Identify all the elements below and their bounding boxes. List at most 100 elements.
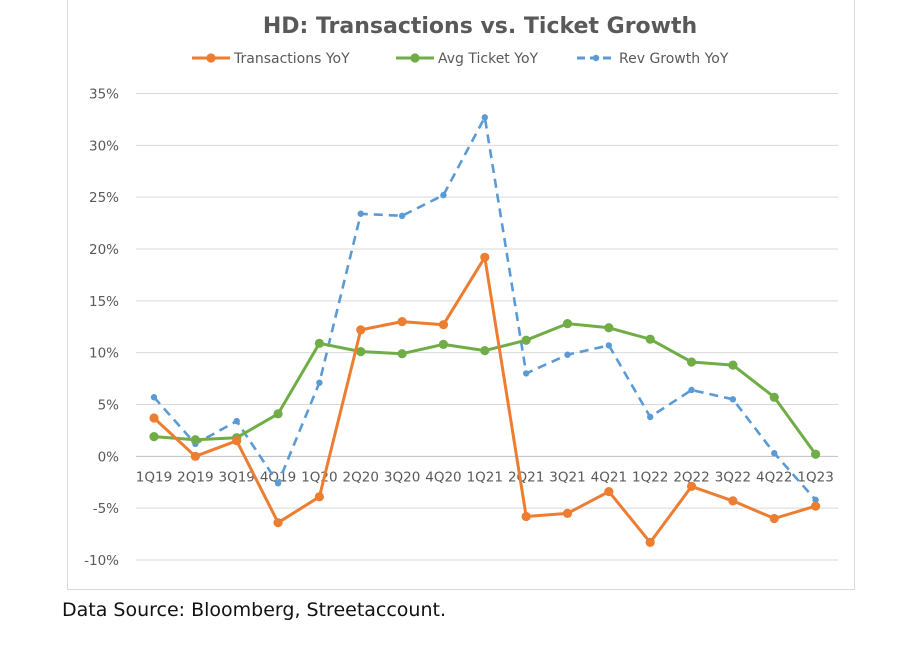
x-tick-label: 2Q21 [508,469,544,485]
x-tick-label: 2Q20 [343,469,379,485]
y-tick-label: 25% [89,190,119,206]
legend-item: Transactions YoY [192,51,350,67]
x-tick-label: 1Q21 [467,469,503,485]
x-tick-label: 1Q19 [136,469,172,485]
legend-label: Transactions YoY [233,51,350,67]
data-point [356,347,366,357]
series-avg-ticket-yoy [149,319,821,459]
data-point [190,435,200,445]
data-point [480,345,490,356]
data-point [397,316,407,327]
y-tick-label: 0% [98,449,120,465]
x-tick-label: 2Q19 [177,469,213,485]
legend: Transactions YoY Avg Ticket YoY Rev Growth… [192,51,729,67]
x-tick-label: 3Q20 [384,469,420,485]
x-tick-label: 3Q21 [549,469,585,485]
y-axis: 35% 30% 25% 20% 15% 10% 5% 0% -5% -10% [84,87,119,570]
series [149,114,821,547]
data-point [688,386,695,394]
y-tick-label: 10% [89,346,119,362]
data-point [149,432,159,442]
data-point [686,357,697,367]
series-line [153,322,817,456]
data-point [274,480,282,487]
data-point [769,513,779,524]
series-line [153,116,817,501]
data-point [232,436,242,446]
legend-item: Rev Growth YoY [577,51,729,67]
x-tick-label: 3Q22 [715,469,751,485]
data-point [686,481,697,491]
y-tick-label: -10% [84,553,119,569]
series-transactions-yoy [149,252,821,547]
data-point [645,334,655,344]
x-tick-label: 1Q20 [301,469,337,485]
series-line [152,255,817,544]
data-point [521,511,531,522]
data-point [273,409,283,419]
data-point [728,496,738,506]
x-tick-label: 1Q23 [797,469,833,485]
data-point [316,379,323,386]
data-point [438,339,449,349]
data-point [438,320,449,330]
legend-label: Avg Ticket YoY [438,51,539,67]
data-point [729,396,737,403]
series-rev-growth-yoy [150,114,819,504]
data-point [314,492,324,502]
data-point [769,392,779,402]
y-tick-label: -5% [93,501,119,517]
data-point [605,342,613,349]
data-point [521,335,531,345]
x-axis: 1Q19 2Q19 3Q19 4Q19 1Q20 2Q20 3Q20 4Q20 1Q21 2Q21… [136,469,834,485]
data-point [812,496,819,504]
data-point [150,394,158,401]
chart-frame: HD: Transactions vs. Ticket Growth Trans… [67,0,855,590]
y-tick-label: 30% [89,138,119,154]
y-tick-label: 35% [89,87,119,103]
data-point [771,450,778,457]
data-point [811,449,821,459]
data-point [273,518,283,528]
data-point [728,360,738,370]
x-tick-label: 4Q19 [260,469,296,485]
data-point [562,508,573,518]
data-point [149,413,159,423]
y-tick-label: 5% [98,398,120,414]
data-point [645,537,655,547]
chart-svg: HD: Transactions vs. Ticket Growth Trans… [84,14,838,570]
data-point [647,413,654,421]
data-point [811,501,821,511]
data-point [357,210,364,217]
x-tick-label: 1Q22 [632,469,668,485]
legend-marker [206,53,216,63]
x-tick-label: 4Q20 [425,469,461,485]
data-point [398,212,406,220]
data-point [562,319,573,329]
data-point [397,349,407,359]
legend-item: Avg Ticket YoY [396,51,539,67]
data-point [604,323,614,333]
chart-title: HD: Transactions vs. Ticket Growth [263,14,697,39]
data-point [356,325,366,335]
x-tick-label: 2Q22 [673,469,709,485]
x-tick-label: 3Q19 [218,469,254,485]
source-note: Data Source: Bloomberg, Streetaccount. [62,599,447,621]
x-tick-label: 4Q21 [591,469,627,485]
data-point [233,417,240,425]
data-point [314,338,324,348]
data-point [604,486,614,497]
data-point [564,351,571,358]
y-tick-label: 20% [89,242,119,258]
legend-marker [410,53,420,63]
data-point [440,191,447,199]
legend-label: Rev Growth YoY [619,51,729,67]
data-point [480,252,490,262]
data-point [481,114,488,121]
data-point [522,370,530,377]
y-tick-label: 15% [89,294,119,310]
legend-marker [592,54,600,62]
grid [136,93,838,561]
x-tick-label: 4Q22 [756,469,792,485]
data-point [190,451,200,461]
